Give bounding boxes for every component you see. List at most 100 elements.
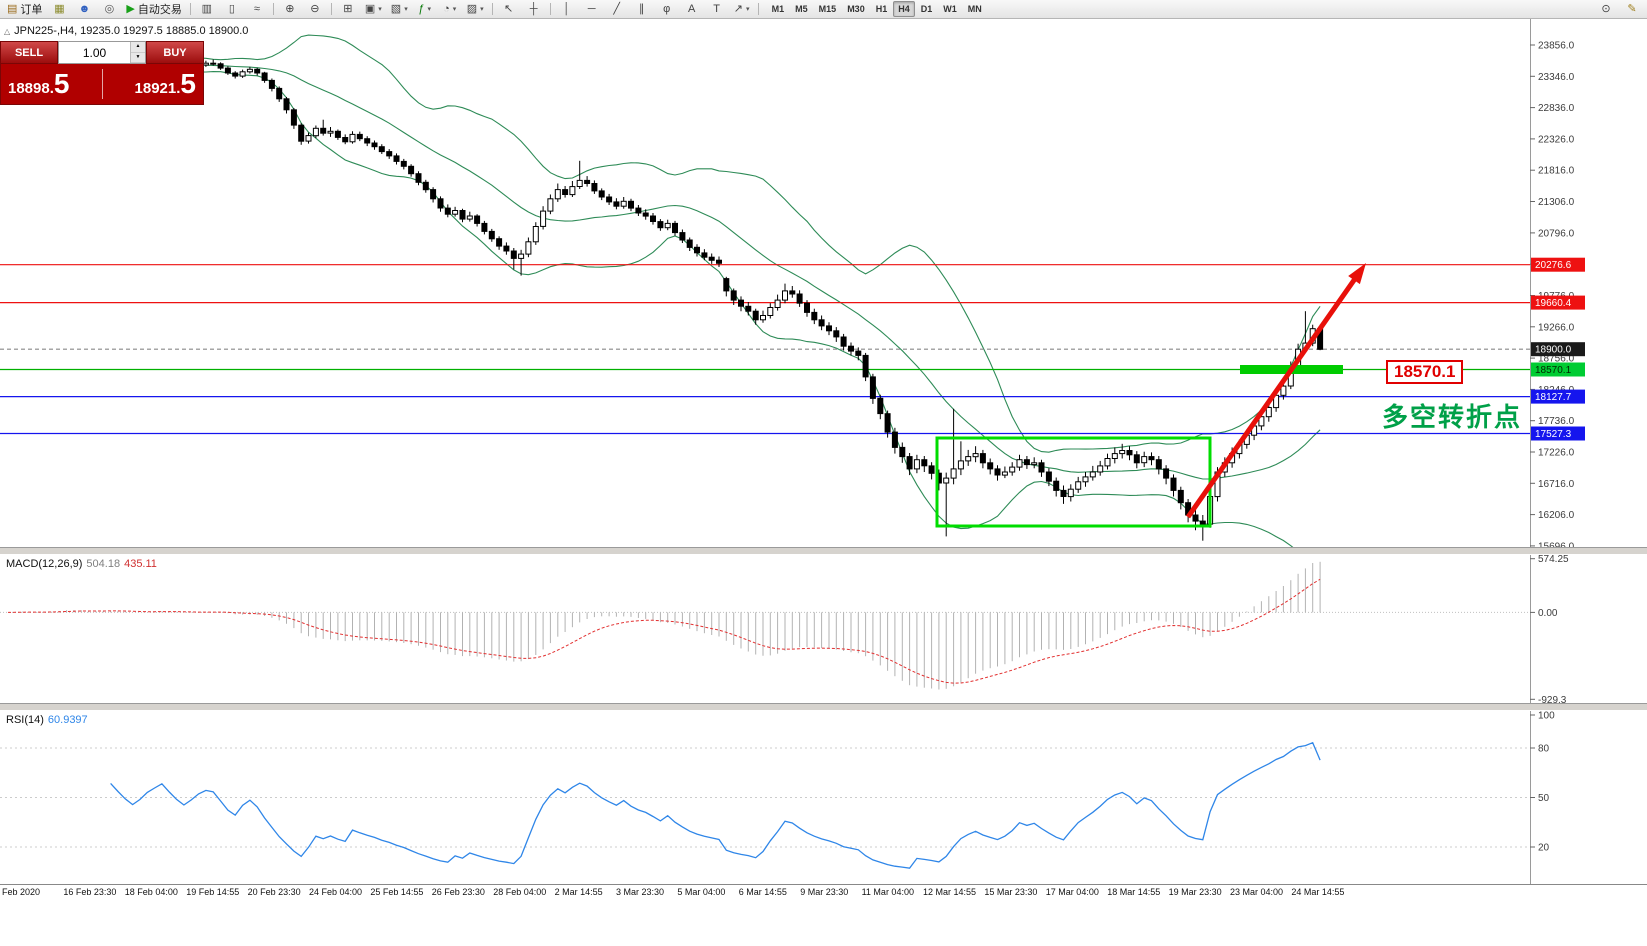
zoom-out-button-icon: ⊖ xyxy=(310,2,320,15)
chevron-down-icon: ▾ xyxy=(480,6,484,13)
panel-separator[interactable] xyxy=(0,703,1647,711)
navigator-button[interactable]: ◎ xyxy=(97,0,121,18)
charts-window-button[interactable]: ▦ xyxy=(47,0,71,18)
search-icon[interactable]: ⊙ xyxy=(1594,0,1618,18)
new-order-button-icon: ▤ xyxy=(7,2,18,15)
time-axis-label: 24 Mar 14:55 xyxy=(1291,887,1345,897)
one-click-collapse-icon[interactable]: △ xyxy=(4,26,11,36)
line-chart-button-icon: ≈ xyxy=(253,2,260,15)
fibonacci-button[interactable]: φ xyxy=(655,0,679,18)
vertical-line-button-icon: │ xyxy=(563,2,571,15)
macd-main-value: 504.18 xyxy=(86,558,121,570)
trendline-button-icon: ╱ xyxy=(613,2,620,15)
text-label-button[interactable]: A xyxy=(680,0,704,18)
svg-text:18127.7: 18127.7 xyxy=(1535,392,1572,403)
fibonacci-button-icon: φ xyxy=(663,2,671,15)
svg-text:80: 80 xyxy=(1538,744,1550,755)
periods-button-icon: ◔ xyxy=(443,2,450,15)
macd-plot[interactable]: 574.25 0.00 -929.3 xyxy=(0,555,1647,703)
time-axis-label: 11 Mar 04:00 xyxy=(861,887,914,897)
timeframe-h4-button[interactable]: H4 xyxy=(893,1,915,17)
new-chart-button[interactable]: ▣ ▾ xyxy=(361,0,386,18)
channel-button[interactable]: ∥ xyxy=(630,0,654,18)
templates-button[interactable]: ▨ ▾ xyxy=(463,0,488,18)
time-axis-label: 18 Feb 04:00 xyxy=(124,887,178,897)
time-axis-label: 2 Mar 14:55 xyxy=(554,887,603,897)
volume-up-button[interactable]: ▲ xyxy=(131,42,145,53)
time-axis-label: 25 Feb 14:55 xyxy=(370,887,424,897)
line-chart-button[interactable]: ≈ xyxy=(245,0,269,18)
rsi-plot[interactable]: 100 80 50 20 xyxy=(0,711,1647,884)
svg-text:0.00: 0.00 xyxy=(1538,608,1558,619)
chevron-down-icon: ▾ xyxy=(378,6,382,13)
time-axis-label: 28 Feb 04:00 xyxy=(493,887,547,897)
time-axis-label: 18 Mar 14:55 xyxy=(1107,887,1161,897)
timeframe-d1-button[interactable]: D1 xyxy=(920,4,933,14)
bottom-filler xyxy=(0,901,1647,946)
bid-ask-divider xyxy=(102,69,103,99)
svg-text:50: 50 xyxy=(1538,793,1550,804)
volume-down-button[interactable]: ▼ xyxy=(131,52,145,63)
cursor-button-icon: ↖ xyxy=(504,2,514,15)
time-axis-label: 17 Mar 04:00 xyxy=(1045,887,1099,897)
timeframe-m15-button[interactable]: M15 xyxy=(818,4,837,14)
zoom-in-button[interactable]: ⊕ xyxy=(278,0,302,18)
bar-chart-button[interactable]: ▥ xyxy=(195,0,219,18)
chevron-down-icon: ▾ xyxy=(404,6,408,13)
toolbar-separator xyxy=(189,3,191,15)
indicators-button[interactable]: ƒ ▾ xyxy=(413,0,437,18)
autotrading-button[interactable]: ▶ 自动交易 xyxy=(126,2,182,16)
main-chart-plot[interactable]: 23856.0 23346.0 22836.0 22326.0 21816.0 21306… xyxy=(0,19,1647,547)
search-icon-icon: ⊙ xyxy=(1601,2,1611,15)
turning-point-note[interactable]: 多空转折点 xyxy=(1382,402,1523,432)
toolbar-separator xyxy=(757,3,759,15)
volume-box: ▲ ▼ xyxy=(58,41,146,64)
bid-ask-display: 18898.5 18921.5 xyxy=(0,64,204,105)
trendline-button[interactable]: ╱ xyxy=(605,0,629,18)
profiles-button[interactable]: ▧ ▾ xyxy=(387,0,412,18)
zoom-out-button[interactable]: ⊖ xyxy=(303,0,327,18)
svg-text:18900.0: 18900.0 xyxy=(1535,345,1572,356)
time-axis-label: 24 Feb 04:00 xyxy=(309,887,363,897)
indicators-button-icon: ƒ xyxy=(418,2,425,15)
market-watch-button[interactable]: ☻ xyxy=(72,0,96,18)
bar-chart-button-icon: ▥ xyxy=(201,2,213,15)
svg-text:19660.4: 19660.4 xyxy=(1535,298,1572,309)
crosshair-button[interactable]: ┼ xyxy=(522,0,546,18)
tile-windows-button[interactable]: ⊞ xyxy=(336,0,360,18)
time-axis[interactable]: Feb 2020 16 Feb 23:30 18 Feb 04:00 19 Feb 1… xyxy=(0,884,1647,901)
timeframe-w1-button[interactable]: W1 xyxy=(943,4,957,14)
svg-text:17527.3: 17527.3 xyxy=(1535,429,1572,440)
macd-name: MACD(12,26,9) xyxy=(6,558,83,570)
buy-button[interactable]: BUY xyxy=(146,41,204,64)
timeframe-h1-button[interactable]: H1 xyxy=(875,4,888,14)
timeframe-m30-button[interactable]: M30 xyxy=(847,4,865,14)
level-price-label[interactable]: 18570.1 xyxy=(1386,360,1464,384)
svg-text:21816.0: 21816.0 xyxy=(1538,166,1575,177)
vertical-line-button[interactable]: │ xyxy=(555,0,579,18)
text-annotation-button[interactable]: T xyxy=(705,0,729,18)
sell-button[interactable]: SELL xyxy=(0,41,58,64)
volume-input[interactable] xyxy=(59,42,130,63)
timeframe-m1-button[interactable]: M1 xyxy=(771,4,785,14)
time-axis-label: 15 Mar 23:30 xyxy=(984,887,1038,897)
svg-text:21306.0: 21306.0 xyxy=(1538,197,1575,208)
one-click-trading-panel: SELL ▲ ▼ BUY 18898.5 18921.5 xyxy=(0,41,204,105)
notes-icon[interactable]: ✎ xyxy=(1620,0,1644,18)
symbol-ohlc-text: JPN225-,H4, 19235.0 19297.5 18885.0 1890… xyxy=(14,25,249,37)
new-order-button[interactable]: ▤ 订单 xyxy=(7,2,43,16)
arrows-button[interactable]: ↗ ▾ xyxy=(730,0,754,18)
notes-icon-icon: ✎ xyxy=(1627,2,1637,15)
time-axis-label: 19 Feb 14:55 xyxy=(186,887,240,897)
panel-separator[interactable] xyxy=(0,547,1647,555)
cursor-button[interactable]: ↖ xyxy=(497,0,521,18)
horizontal-line-button[interactable]: ─ xyxy=(580,0,604,18)
templates-button-icon: ▨ xyxy=(466,2,478,15)
timeframe-mn-button[interactable]: MN xyxy=(967,4,982,14)
periods-button[interactable]: ◔ ▾ xyxy=(438,0,462,18)
crosshair-button-icon: ┼ xyxy=(529,2,538,15)
candlestick-chart-button[interactable]: ▯ xyxy=(220,0,244,18)
timeframe-m5-button[interactable]: M5 xyxy=(795,4,808,14)
macd-label: MACD(12,26,9) 504.18 435.11 xyxy=(6,558,157,570)
time-axis-label: 6 Mar 14:55 xyxy=(738,887,787,897)
